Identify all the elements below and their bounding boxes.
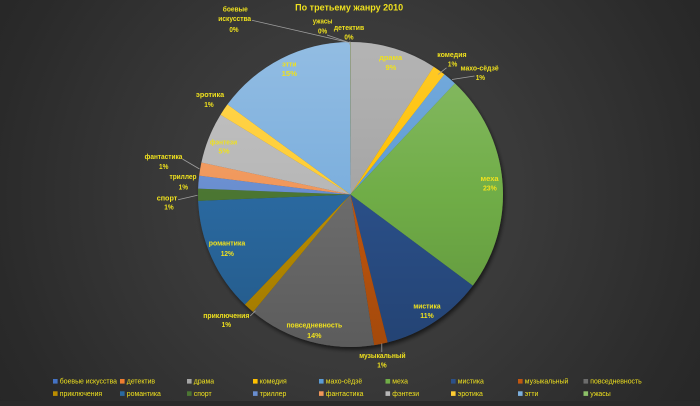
- svg-text:1%: 1%: [159, 162, 169, 171]
- svg-text:23%: 23%: [483, 183, 497, 192]
- svg-text:0%: 0%: [344, 33, 354, 42]
- svg-text:0%: 0%: [229, 25, 239, 34]
- svg-text:эротика: эротика: [196, 90, 225, 99]
- svg-text:боевые искусства: боевые искусства: [60, 378, 117, 386]
- svg-text:этти: этти: [282, 59, 296, 68]
- svg-text:фэнтези: фэнтези: [392, 391, 419, 398]
- svg-text:фантастика: фантастика: [326, 391, 364, 398]
- svg-text:1%: 1%: [448, 60, 458, 69]
- svg-text:14%: 14%: [307, 331, 322, 340]
- svg-text:триллер: триллер: [260, 391, 287, 398]
- svg-text:12%: 12%: [221, 249, 235, 258]
- svg-text:махо-сёдзё: махо-сёдзё: [461, 64, 499, 73]
- svg-text:драма: драма: [379, 53, 403, 62]
- svg-text:музыкальный: музыкальный: [525, 378, 569, 386]
- svg-text:меха: меха: [392, 379, 408, 386]
- svg-text:1%: 1%: [377, 361, 387, 370]
- svg-text:детектив: детектив: [334, 23, 365, 32]
- svg-text:мистика: мистика: [458, 379, 484, 386]
- svg-text:детектив: детектив: [127, 379, 156, 386]
- svg-text:меха: меха: [481, 174, 500, 183]
- svg-text:ужасы: ужасы: [313, 16, 333, 25]
- svg-text:1%: 1%: [164, 203, 174, 212]
- svg-text:По третьему жанру 2010: По третьему жанру 2010: [295, 3, 403, 13]
- svg-text:11%: 11%: [420, 311, 434, 320]
- svg-text:романтика: романтика: [127, 391, 161, 398]
- svg-text:музыкальный: музыкальный: [359, 351, 405, 360]
- svg-text:боевые: боевые: [223, 5, 248, 14]
- svg-text:мистика: мистика: [413, 302, 441, 311]
- svg-text:1%: 1%: [476, 73, 486, 82]
- svg-text:0%: 0%: [318, 26, 328, 35]
- svg-text:9%: 9%: [386, 63, 397, 72]
- svg-text:этти: этти: [525, 391, 539, 398]
- svg-text:драма: драма: [194, 379, 214, 386]
- svg-text:эротика: эротика: [458, 391, 483, 398]
- svg-text:комедия: комедия: [260, 379, 287, 386]
- svg-text:фэнтези: фэнтези: [210, 138, 237, 147]
- svg-text:спорт: спорт: [157, 194, 178, 203]
- svg-text:приключения: приключения: [60, 391, 103, 398]
- svg-text:15%: 15%: [282, 69, 298, 78]
- svg-text:комедия: комедия: [437, 50, 466, 59]
- svg-text:спорт: спорт: [194, 391, 213, 398]
- svg-text:триллер: триллер: [170, 172, 197, 181]
- svg-text:5%: 5%: [218, 146, 230, 155]
- svg-text:романтика: романтика: [209, 239, 246, 248]
- svg-text:ужасы: ужасы: [590, 391, 610, 398]
- svg-text:махо-сёдзё: махо-сёдзё: [326, 379, 363, 386]
- svg-text:искусства: искусства: [218, 14, 252, 23]
- svg-text:повседневность: повседневность: [286, 320, 342, 329]
- svg-text:повседневность: повседневность: [590, 379, 642, 386]
- svg-text:1%: 1%: [204, 100, 214, 109]
- svg-text:фантастика: фантастика: [145, 152, 184, 161]
- svg-text:1%: 1%: [179, 182, 189, 191]
- svg-text:приключения: приключения: [203, 311, 249, 320]
- svg-text:1%: 1%: [222, 320, 232, 329]
